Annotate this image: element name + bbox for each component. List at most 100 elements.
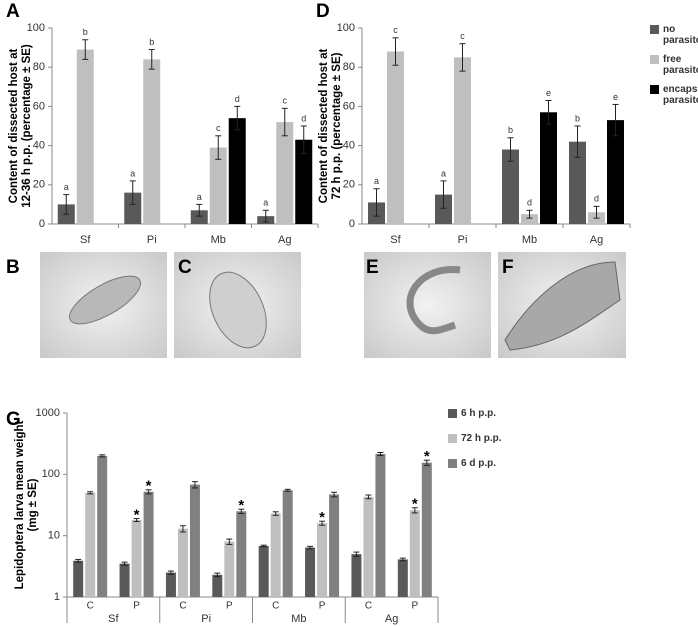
significance-asterisk: * <box>238 497 244 514</box>
panel-letter: A <box>6 1 20 22</box>
x-tick-label: Sf <box>80 234 91 246</box>
bar <box>569 141 586 224</box>
y-tick-label: 80 <box>33 61 45 73</box>
x-tick-label: P <box>226 601 233 612</box>
x-tick-label: C <box>87 601 94 612</box>
bar <box>190 210 208 224</box>
legend-swatch <box>448 459 457 468</box>
egg-shape <box>209 271 267 349</box>
bar <box>276 122 294 224</box>
bar <box>351 554 362 597</box>
legend-item: no parasitoid <box>650 24 698 46</box>
y-tick-label: 0 <box>349 218 355 230</box>
bar <box>143 491 154 597</box>
legend-item: 6 h p.p. <box>448 408 538 419</box>
panel-letter: E <box>366 257 379 278</box>
significance-letter: b <box>575 113 580 123</box>
error-bar <box>284 488 291 492</box>
significance-letter: d <box>594 194 599 204</box>
significance-asterisk: * <box>134 507 140 524</box>
bar <box>540 112 557 224</box>
bar <box>409 510 420 597</box>
error-bar <box>99 454 106 458</box>
significance-asterisk: * <box>412 496 418 513</box>
error-bar <box>377 451 384 456</box>
bar <box>397 559 408 597</box>
x-tick-label: P <box>133 601 140 612</box>
larva-shape <box>504 261 621 351</box>
y-tick-label: 60 <box>33 100 45 112</box>
legend-swatch <box>448 434 457 443</box>
legend-label: 72 h p.p. <box>461 433 502 444</box>
significance-letter: c <box>216 123 221 133</box>
panel-letter: B <box>6 257 20 278</box>
significance-letter: c <box>393 25 398 35</box>
significance-letter: e <box>613 92 618 102</box>
x-tick-label: C <box>272 601 279 612</box>
significance-asterisk: * <box>424 448 430 465</box>
error-bar <box>459 43 466 72</box>
error-bar <box>214 572 221 578</box>
significance-letter: d <box>527 198 532 208</box>
error-bar <box>87 491 94 495</box>
group-label: Pi <box>201 613 211 625</box>
bar <box>521 214 538 224</box>
error-bar <box>392 37 399 66</box>
bar <box>375 453 386 597</box>
y-axis-label: 72 h p.p. (percentage ± SE) <box>331 52 343 199</box>
error-bar <box>373 188 380 217</box>
x-tick-label: P <box>411 601 418 612</box>
significance-letter: c <box>460 31 465 41</box>
bar <box>76 49 94 225</box>
y-tick-label: 10 <box>48 530 60 542</box>
y-axis-label: Lepidoptera larva mean weight <box>14 420 26 589</box>
x-tick-label: Ag <box>590 234 603 246</box>
bar <box>209 147 227 224</box>
bar <box>119 563 130 597</box>
panel-letter: F <box>502 257 514 278</box>
y-tick-label: 100 <box>27 22 45 34</box>
significance-letter: d <box>301 113 306 123</box>
y-tick-label: 100 <box>337 22 355 34</box>
group-label: Mb <box>291 613 306 625</box>
bar <box>454 57 471 225</box>
legend-label: encapsulated parasitoid <box>663 84 698 106</box>
bar <box>143 59 161 224</box>
bar <box>131 520 142 597</box>
significance-letter: e <box>546 88 551 98</box>
significance-letter: a <box>64 182 69 192</box>
y-axis-label: Content of dissected host at <box>318 49 330 204</box>
error-bar <box>133 518 140 523</box>
y-tick-label: 1000 <box>36 407 60 419</box>
micrograph-panels: B C E F <box>6 252 626 358</box>
significance-letter: d <box>235 94 240 104</box>
bar <box>73 560 84 597</box>
y-tick-label: 80 <box>343 61 355 73</box>
x-tick-label: Sf <box>390 234 401 246</box>
error-bar <box>423 459 430 466</box>
y-axis-label: Content of dissected host at <box>8 49 20 204</box>
x-tick-label: Mb <box>522 234 537 246</box>
y-axis-label: (mg ± SE) <box>27 478 39 531</box>
y-tick-label: 0 <box>39 218 45 230</box>
legend-item: 6 d p.p. <box>448 458 538 469</box>
error-bar <box>234 105 241 131</box>
x-tick-label: Pi <box>147 234 157 246</box>
error-bar <box>191 481 198 489</box>
larva-shape <box>406 266 461 335</box>
significance-asterisk: * <box>146 478 152 495</box>
error-bar <box>507 137 514 162</box>
error-bar <box>574 125 581 158</box>
y-tick-label: 40 <box>343 140 355 152</box>
significance-letter: b <box>508 125 513 135</box>
bar <box>97 455 108 597</box>
bar <box>607 120 624 224</box>
error-bar <box>196 203 203 217</box>
error-bar <box>75 558 82 563</box>
bar <box>305 547 316 597</box>
bar <box>212 574 223 597</box>
significance-letter: a <box>374 176 379 186</box>
legend-label: 6 d p.p. <box>461 458 496 469</box>
x-tick-label: P <box>319 601 326 612</box>
error-bar <box>399 557 406 562</box>
